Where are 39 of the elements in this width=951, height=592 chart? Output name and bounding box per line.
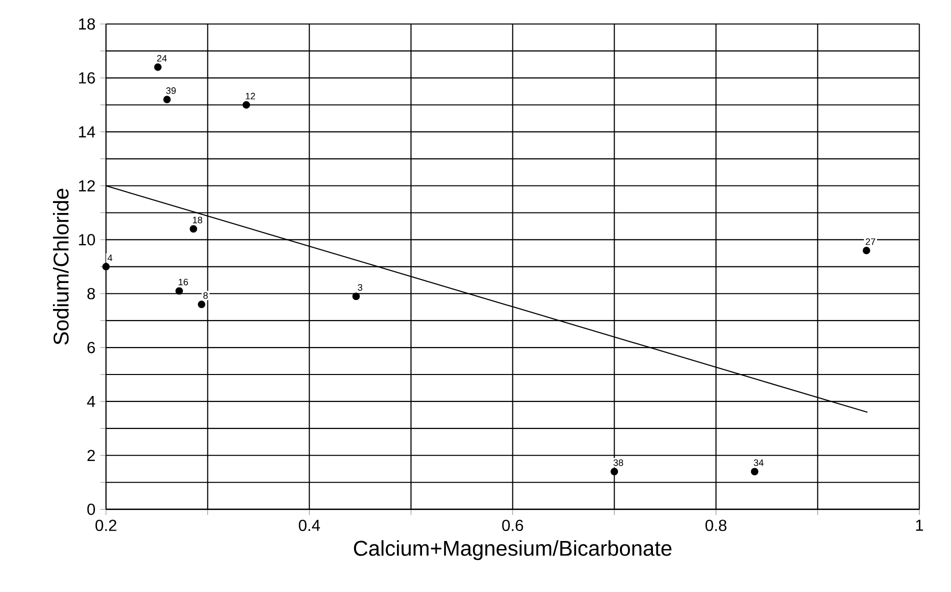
point [862,246,870,254]
annotation: 27 [866,238,876,245]
point [242,101,250,109]
x-tick-label: 1 [916,520,923,531]
point [198,300,206,308]
y-tick-label: 18 [79,18,95,30]
y-axis-title: Sodium/Chloride [52,188,69,345]
annotation: 34 [754,459,764,466]
point [154,63,162,71]
annotation: 39 [166,87,176,94]
annotation: 4 [108,254,112,262]
y-tick-label: 6 [88,342,95,354]
point [750,468,758,476]
x-tick-label: 0.4 [298,520,320,532]
x-tick-label: 0.2 [96,520,116,532]
y-tick-label: 12 [79,180,95,192]
annotation: 24 [157,55,167,62]
point [610,468,618,476]
y-tick-label: 16 [79,72,95,84]
y-tick-label: 14 [79,126,96,138]
x-axis-title: Calcium+Magnesium/Bicarbonate [354,540,672,560]
point [163,96,171,104]
x-tick-label: 0.6 [502,520,524,532]
y-tick-label: 2 [88,450,95,461]
annotation: 12 [246,92,256,100]
point [175,287,183,295]
point [102,262,110,270]
annotation: 18 [192,216,202,224]
x-tick-label: 0.8 [706,520,726,532]
y-tick-label: 0 [87,504,95,515]
annotation: 8 [203,292,208,299]
y-tick-label: 8 [87,288,95,300]
annotation: 3 [358,284,362,291]
y-tick-label: 4 [87,396,96,407]
annotation: 16 [178,278,188,286]
annotation: 38 [613,459,624,466]
y-tick-label: 10 [79,234,95,246]
point [352,292,360,300]
point [190,225,198,233]
